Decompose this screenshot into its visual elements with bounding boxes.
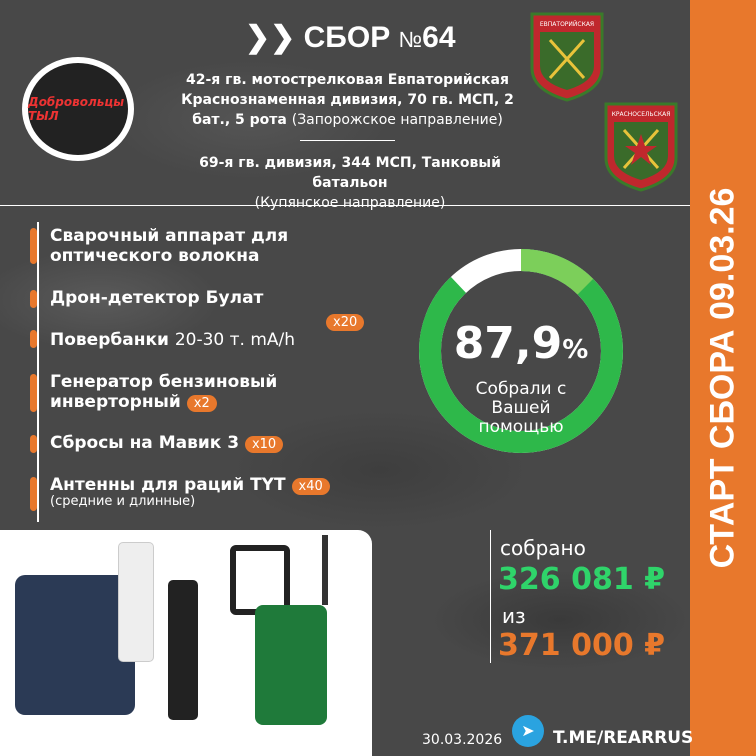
list-item: Сбросы на Мавик 3 x10: [30, 433, 370, 453]
list-item: Сварочный аппарат для оптического волокн…: [30, 226, 360, 266]
item-label: Дрон-детектор Булат: [50, 288, 264, 308]
logo: Добровольцы ТЫЛ: [22, 57, 134, 161]
amount-divider: [490, 530, 491, 663]
collected-amount: 326 081 ₽: [498, 562, 666, 597]
emblem-krasnoselskaya: КРАСНОСЕЛЬСКАЯ: [604, 102, 678, 192]
collected-label: собрано: [500, 536, 586, 560]
item-label: Антенны для раций TYT: [50, 475, 286, 495]
svg-text:КРАСНОСЕЛЬСКАЯ: КРАСНОСЕЛЬСКАЯ: [612, 111, 671, 118]
quantity-badge: x20: [326, 314, 365, 331]
header-divider: [0, 205, 690, 206]
radio-image: [168, 580, 198, 720]
quantity-badge: x10: [244, 436, 284, 453]
list-item: Генератор бензиновый инверторный x2: [30, 372, 360, 412]
list-item: Антенны для раций TYT x40 (средние и длин…: [30, 475, 370, 511]
chevron-icon: ❯❯: [245, 21, 296, 54]
number-prefix: №: [398, 27, 423, 52]
unit-2-direction: (Купянское направление): [254, 195, 446, 211]
list-item: Дрон-детектор Булат: [30, 288, 360, 308]
ring-label: Собрали с Вашей помощью: [475, 379, 567, 437]
item-label: Сварочный аппарат для оптического волокн…: [50, 226, 289, 266]
page-title: ❯❯ СБОР №64: [245, 20, 456, 55]
item-spec: 20-30 т. mA/h: [174, 330, 296, 350]
item-label: Повербанки: [50, 330, 169, 350]
goal-label: из: [502, 604, 526, 628]
item-label: Сбросы на Мавик 3: [50, 433, 240, 453]
percent-value: 87,9: [453, 318, 563, 369]
emblem-evpatoriyskaya: ЕВПАТОРИЙСКАЯ: [530, 12, 604, 102]
unit-2: 69-я гв. дивизия, 344 МСП, Танковый бата…: [160, 153, 540, 213]
list-item: Повербанки 20-30 т. mA/h x20: [30, 314, 370, 350]
telegram-link[interactable]: T.ME/REARRUS: [553, 728, 694, 748]
post-date: 30.03.2026: [422, 732, 503, 748]
fusion-splicer-image: [15, 575, 135, 715]
unit-2-name: 69-я гв. дивизия, 344 МСП, Танковый бата…: [199, 155, 501, 191]
start-date-text: СТАРТ СБОРА 09.03.26: [703, 187, 742, 569]
list-timeline: [37, 222, 39, 522]
item-label: Генератор бензиновый инверторный: [50, 372, 278, 412]
unit-1-name: 42-я гв. мотострелковая Евпаторийская Кр…: [181, 72, 514, 128]
unit-1-direction: (Запорожское направление): [291, 112, 503, 128]
divider: [300, 140, 395, 141]
antenna-image: [322, 535, 328, 605]
svg-text:ЕВПАТОРИЙСКАЯ: ЕВПАТОРИЙСКАЯ: [540, 21, 594, 28]
equipment-photo: [0, 530, 372, 756]
side-band: [690, 0, 756, 756]
logo-text: Добровольцы ТЫЛ: [28, 95, 125, 123]
quantity-badge: x40: [291, 478, 330, 495]
progress-ring: [419, 249, 623, 453]
ring-highlight: [419, 249, 623, 453]
title-text: СБОР: [303, 21, 391, 54]
collection-number: 64: [422, 21, 456, 54]
percent-collected: 87,9%: [421, 318, 621, 369]
item-note: (средние и длинные): [50, 494, 196, 509]
goal-amount: 371 000 ₽: [498, 628, 666, 663]
powerbank-image: [118, 542, 154, 662]
generator-image: [255, 605, 327, 725]
percent-sign: %: [562, 335, 589, 365]
quantity-badge: x2: [186, 395, 217, 412]
unit-1: 42-я гв. мотострелковая Евпаторийская Кр…: [175, 70, 520, 130]
telegram-icon[interactable]: ➤: [512, 715, 544, 747]
